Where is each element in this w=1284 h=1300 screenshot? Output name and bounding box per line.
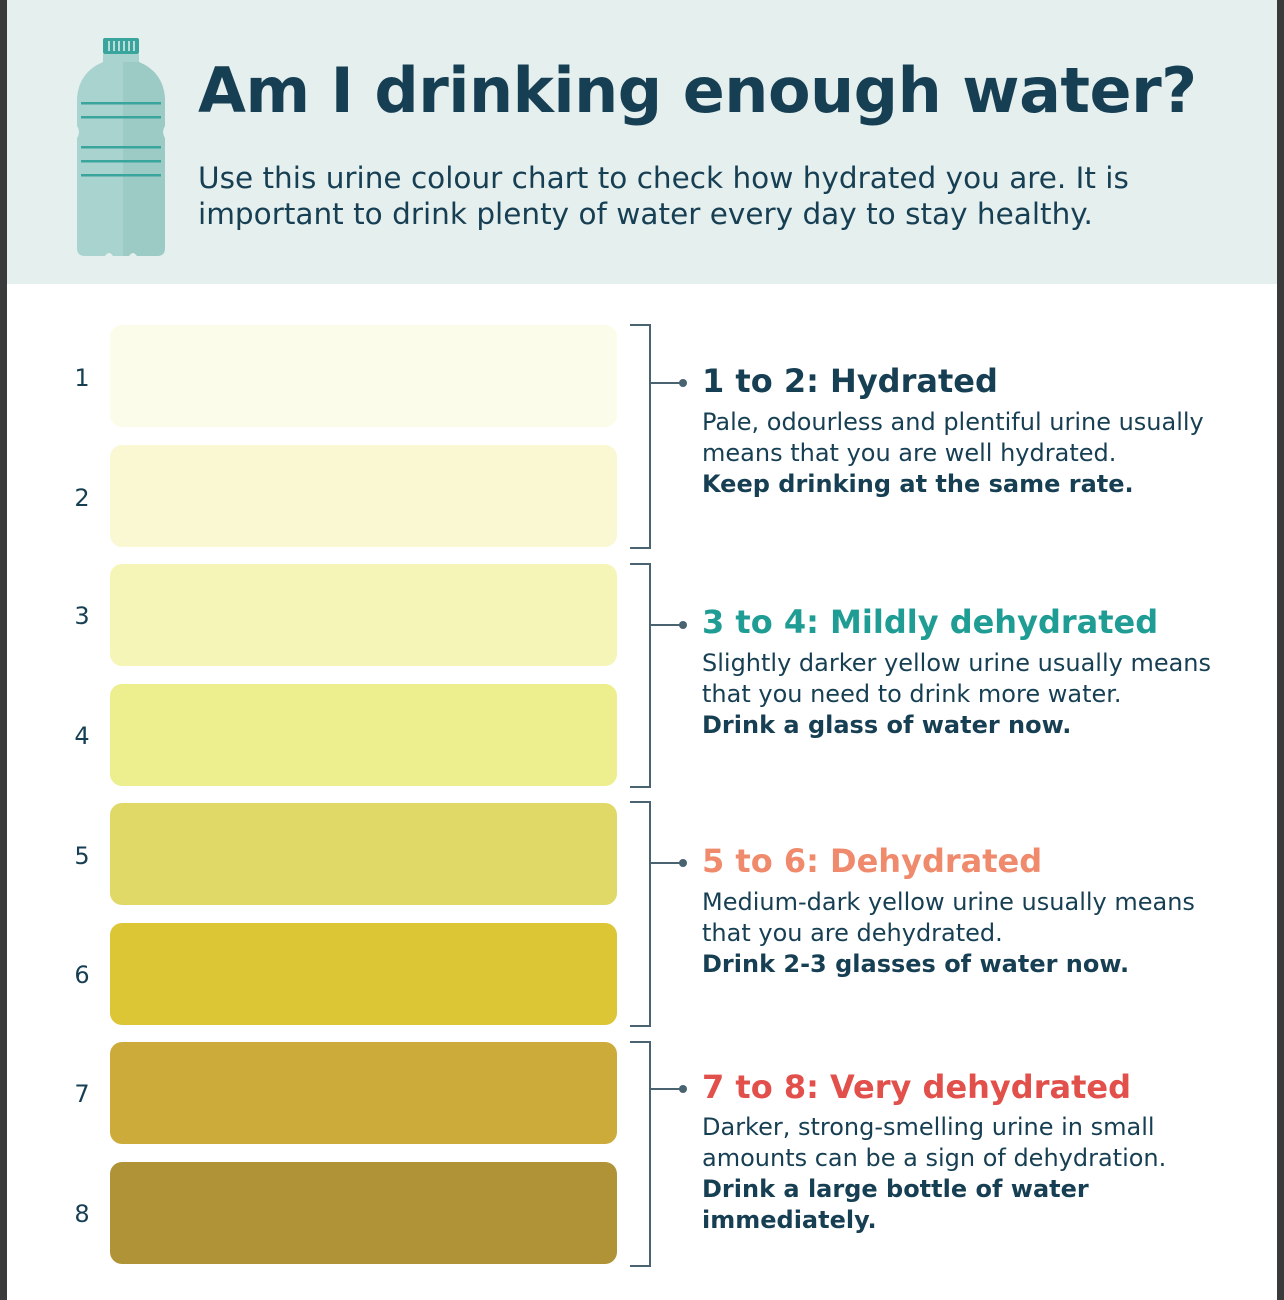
- group-description-2: Slightly darker yellow urine usually mea…: [702, 648, 1242, 741]
- bracket-pointer-4: [651, 1088, 682, 1090]
- bracket-dot-4: [679, 1085, 687, 1093]
- level-number-8: 8: [74, 1200, 90, 1228]
- level-number-4: 4: [74, 722, 90, 750]
- group-text-2: Slightly darker yellow urine usually mea…: [702, 649, 1212, 708]
- group-text-1: Pale, odourless and plentiful urine usua…: [702, 408, 1204, 467]
- bracket-pointer-1: [651, 382, 682, 384]
- colour-swatch-7: [110, 1042, 617, 1144]
- group-title-3: 5 to 6: Dehydrated: [702, 842, 1043, 880]
- group-title-4: 7 to 8: Very dehydrated: [702, 1068, 1131, 1106]
- group-title-2: 3 to 4: Mildly dehydrated: [702, 603, 1159, 641]
- group-text-4: Darker, strong-smelling urine in small a…: [702, 1113, 1167, 1172]
- group-text-3: Medium-dark yellow urine usually means t…: [702, 888, 1195, 947]
- group-advice-1: Keep drinking at the same rate.: [702, 470, 1134, 498]
- group-advice-4: Drink a large bottle of water immediatel…: [702, 1175, 1089, 1234]
- colour-swatch-4: [110, 684, 617, 786]
- bracket-pointer-3: [651, 862, 682, 864]
- level-number-1: 1: [74, 364, 90, 392]
- group-advice-3: Drink 2-3 glasses of water now.: [702, 950, 1130, 978]
- colour-swatch-1: [110, 325, 617, 427]
- bracket-pointer-2: [651, 624, 682, 626]
- group-description-3: Medium-dark yellow urine usually means t…: [702, 887, 1242, 980]
- group-advice-2: Drink a glass of water now.: [702, 711, 1072, 739]
- bracket-dot-1: [679, 379, 687, 387]
- colour-swatch-6: [110, 923, 617, 1025]
- water-bottle-icon: [77, 38, 165, 256]
- bracket-group-4: [630, 1041, 651, 1267]
- level-number-5: 5: [74, 842, 90, 870]
- group-title-1: 1 to 2: Hydrated: [702, 362, 998, 400]
- header-banner: Am I drinking enough water? Use this uri…: [7, 0, 1277, 284]
- colour-swatch-3: [110, 564, 617, 666]
- bracket-group-1: [630, 324, 651, 549]
- colour-swatch-2: [110, 445, 617, 547]
- bracket-dot-3: [679, 859, 687, 867]
- level-number-3: 3: [74, 602, 90, 630]
- bracket-group-3: [630, 801, 651, 1027]
- page-frame-left: [0, 0, 7, 1300]
- group-description-1: Pale, odourless and plentiful urine usua…: [702, 407, 1242, 500]
- bracket-group-2: [630, 563, 651, 788]
- colour-swatch-5: [110, 803, 617, 905]
- page-title: Am I drinking enough water?: [198, 54, 1197, 127]
- colour-swatch-8: [110, 1162, 617, 1264]
- page-frame-right: [1277, 0, 1284, 1300]
- page-subtitle: Use this urine colour chart to check how…: [198, 161, 1129, 231]
- bracket-dot-2: [679, 621, 687, 629]
- level-number-6: 6: [74, 961, 90, 989]
- level-number-2: 2: [74, 484, 90, 512]
- group-description-4: Darker, strong-smelling urine in small a…: [702, 1112, 1222, 1236]
- level-number-7: 7: [74, 1080, 90, 1108]
